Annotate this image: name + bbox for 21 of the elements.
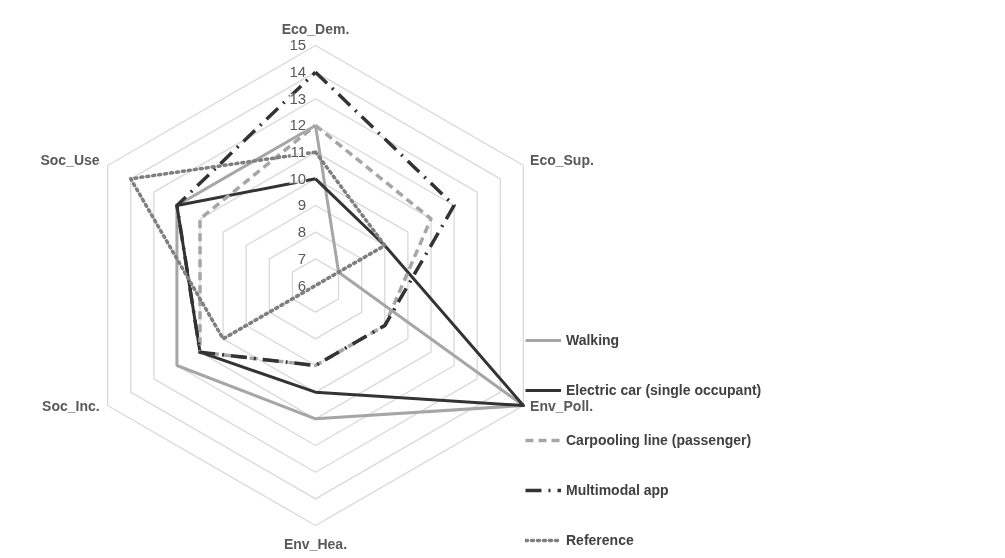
y-tick-label: 12 bbox=[289, 116, 307, 134]
legend-label: Multimodal app bbox=[566, 482, 669, 498]
spoke-label: Soc_Inc. bbox=[42, 397, 100, 414]
y-tick-label: 15 bbox=[289, 36, 307, 54]
y-tick-label: 13 bbox=[289, 89, 307, 107]
spoke-label: Soc_Use bbox=[40, 152, 100, 169]
y-tick-label: 8 bbox=[297, 223, 307, 241]
legend-label: Carpooling line (passenger) bbox=[566, 432, 752, 448]
spoke-label: Eco_Sup. bbox=[530, 152, 594, 169]
legend-label: Reference bbox=[566, 532, 634, 548]
legend-label: Walking bbox=[566, 332, 620, 348]
y-tick-label: 7 bbox=[297, 249, 307, 267]
y-tick-label: 6 bbox=[297, 276, 307, 294]
spoke-label: Env_Poll. bbox=[530, 397, 594, 414]
y-tick-label: 9 bbox=[297, 196, 307, 214]
y-tick-label: 11 bbox=[290, 143, 307, 161]
y-tick-label: 10 bbox=[289, 169, 307, 187]
legend-label: Electric car (single occupant) bbox=[566, 382, 762, 398]
spoke-label: Env_Hea. bbox=[283, 536, 348, 553]
spoke-label: Eco_Dem. bbox=[281, 21, 350, 38]
y-tick-label: 14 bbox=[289, 63, 307, 81]
